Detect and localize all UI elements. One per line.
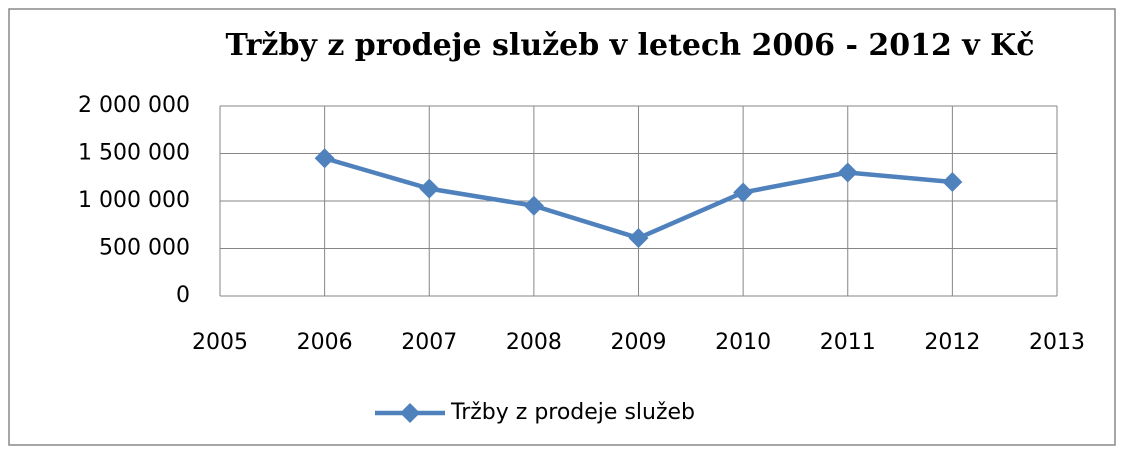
data-point	[628, 228, 649, 249]
y-tick-label: 1 000 000	[78, 188, 190, 213]
y-tick-label: 1 500 000	[78, 141, 190, 166]
x-tick-label: 2007	[401, 330, 457, 355]
y-tick-label: 500 000	[99, 236, 190, 261]
data-point	[523, 195, 544, 216]
x-tick-label: 2013	[1029, 330, 1085, 355]
data-point	[733, 182, 754, 203]
data-point	[419, 178, 440, 199]
chart-frame	[8, 8, 1116, 446]
x-tick-label: 2005	[192, 330, 248, 355]
y-tick-label: 0	[176, 283, 190, 308]
x-tick-label: 2009	[611, 330, 667, 355]
legend-label: Tržby z prodeje služeb	[450, 400, 695, 425]
data-point	[314, 148, 335, 169]
y-tick-label: 2 000 000	[78, 93, 190, 118]
legend-marker	[400, 403, 420, 423]
x-tick-label: 2010	[715, 330, 771, 355]
x-tick-label: 2008	[506, 330, 562, 355]
x-tick-label: 2006	[297, 330, 353, 355]
chart-title: Tržby z prodeje služeb v letech 2006 - 2…	[225, 28, 1034, 63]
x-tick-label: 2012	[924, 330, 980, 355]
data-point	[837, 162, 858, 183]
data-point	[942, 172, 963, 192]
x-tick-label: 2011	[820, 330, 876, 355]
